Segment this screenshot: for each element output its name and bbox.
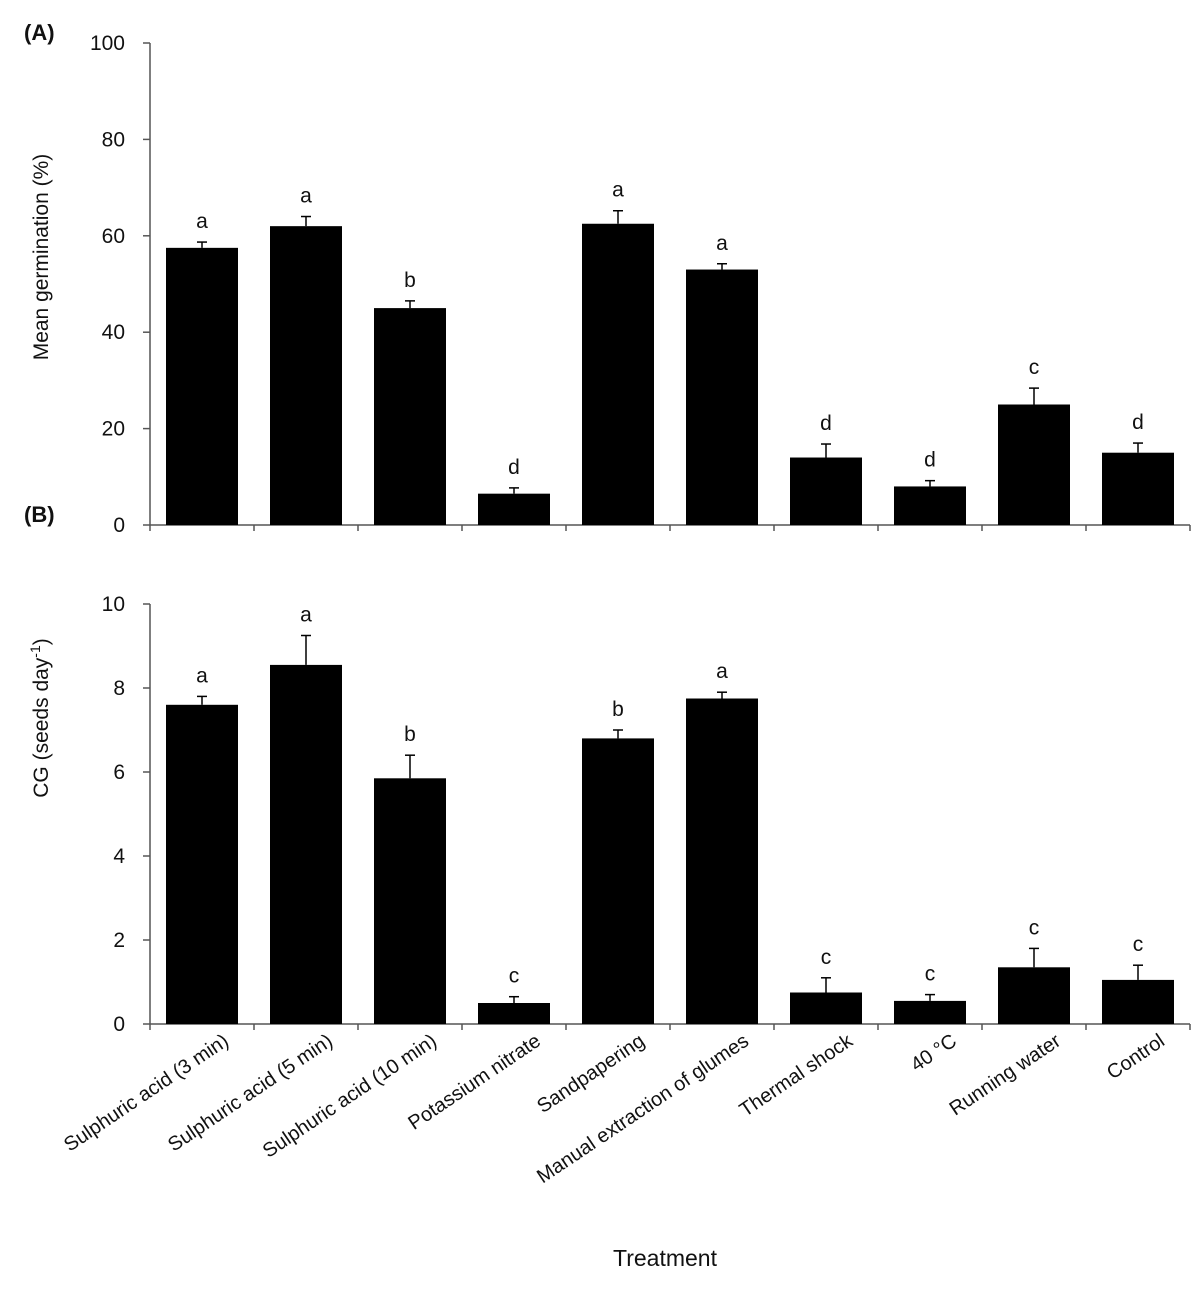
panel-a-label: (A) (24, 20, 55, 45)
panel-b-bar (686, 698, 758, 1024)
panel-b-ylabel-main: CG (seeds day (30, 657, 53, 798)
panel-b-bar (998, 967, 1070, 1024)
panel-b-bars: a a b c b a c c c c (166, 604, 1174, 1024)
panel-b-bar (374, 778, 446, 1024)
panel-a-significance-letter: d (1132, 411, 1144, 434)
panel-b-bar (270, 664, 342, 1024)
panel-a-y-tick-label: 80 (102, 128, 125, 151)
panel-a-bar (374, 308, 446, 525)
panel-b-label: (B) (24, 502, 55, 527)
panel-b-significance-letter: a (300, 604, 312, 627)
panel-a-y-tick-label: 40 (102, 321, 125, 344)
panel-a-y-tick-label: 20 (102, 418, 125, 441)
category-label: Manual extraction of glumes (533, 1030, 753, 1188)
panel-b-significance-letter: c (509, 965, 520, 988)
category-label: Sulphuric acid (5 min) (164, 1030, 337, 1156)
category-label: 40 °C (907, 1030, 961, 1076)
category-label: Control (1103, 1030, 1169, 1084)
category-label: Running water (946, 1030, 1066, 1121)
panel-a-significance-letter: d (924, 449, 936, 472)
panel-a-y-tick-label: 100 (90, 32, 125, 55)
panel-a-bar (166, 247, 238, 525)
x-axis-title: Treatment (613, 1245, 718, 1271)
panel-a: (A) 0 20 40 60 80 100 a a b d a a d d c d Mean germina… (24, 20, 1191, 537)
panel-b-significance-letter: c (821, 946, 832, 969)
panel-b-significance-letter: c (925, 963, 936, 986)
panel-a-significance-letter: d (820, 412, 832, 435)
panel-b-significance-letter: a (716, 660, 728, 683)
panel-a-significance-letter: d (508, 456, 520, 479)
panel-a-bar (582, 223, 654, 525)
category-labels: Sulphuric acid (3 min)Sulphuric acid (5 … (60, 1029, 1169, 1188)
panel-b-significance-letter: b (612, 698, 624, 721)
panel-b-bar (894, 1000, 966, 1024)
panel-a-y-tick-label: 60 (102, 225, 125, 248)
panel-b-bar (790, 992, 862, 1024)
panel-a-bar (270, 226, 342, 525)
panel-a-bar (686, 269, 758, 525)
panel-b-ylabel-close: ) (30, 638, 53, 645)
panel-b-y-tick-label: 2 (113, 929, 125, 952)
panel-a-bars: a a b d a a d d c d (166, 179, 1174, 525)
panel-a-y-axis-title: Mean germination (%) (30, 154, 53, 361)
panel-b-significance-letter: b (404, 723, 416, 746)
panel-b-bar (166, 704, 238, 1024)
panel-a-significance-letter: a (300, 185, 312, 208)
panel-b-bar (1102, 979, 1174, 1024)
panel-a-significance-letter: a (612, 179, 624, 202)
panel-b-significance-letter: a (196, 664, 208, 687)
panel-a-significance-letter: b (404, 269, 416, 292)
panel-b-y-tick-label: 0 (113, 1013, 125, 1036)
panel-a-bar (478, 493, 550, 525)
panel-a-significance-letter: a (716, 232, 728, 255)
panel-b-y-tick-label: 8 (113, 677, 125, 700)
panel-a-bar (1102, 452, 1174, 525)
panel-b-bar (478, 1003, 550, 1024)
panel-b-bar (582, 738, 654, 1024)
panel-b-ylabel-superscript: -1 (27, 645, 43, 658)
panel-b-y-tick-label: 10 (102, 593, 125, 616)
panel-b-y-tick-label: 6 (113, 761, 125, 784)
panel-a-significance-letter: a (196, 210, 208, 233)
panel-b-significance-letter: c (1029, 916, 1040, 939)
category-label: Sulphuric acid (3 min) (60, 1030, 233, 1156)
category-label: Thermal shock (736, 1029, 858, 1121)
panel-a-y-tick-label: 0 (113, 514, 125, 537)
panel-a-significance-letter: c (1029, 356, 1040, 379)
panel-a-bar (998, 404, 1070, 525)
category-label: Sulphuric acid (10 min) (259, 1030, 441, 1163)
panel-a-bar (894, 486, 966, 525)
panel-b-y-axis-title: CG (seeds day-1) (27, 638, 53, 798)
panel-a-bar (790, 457, 862, 525)
panel-b-y-tick-label: 4 (113, 845, 125, 868)
panel-b-significance-letter: c (1133, 933, 1144, 956)
